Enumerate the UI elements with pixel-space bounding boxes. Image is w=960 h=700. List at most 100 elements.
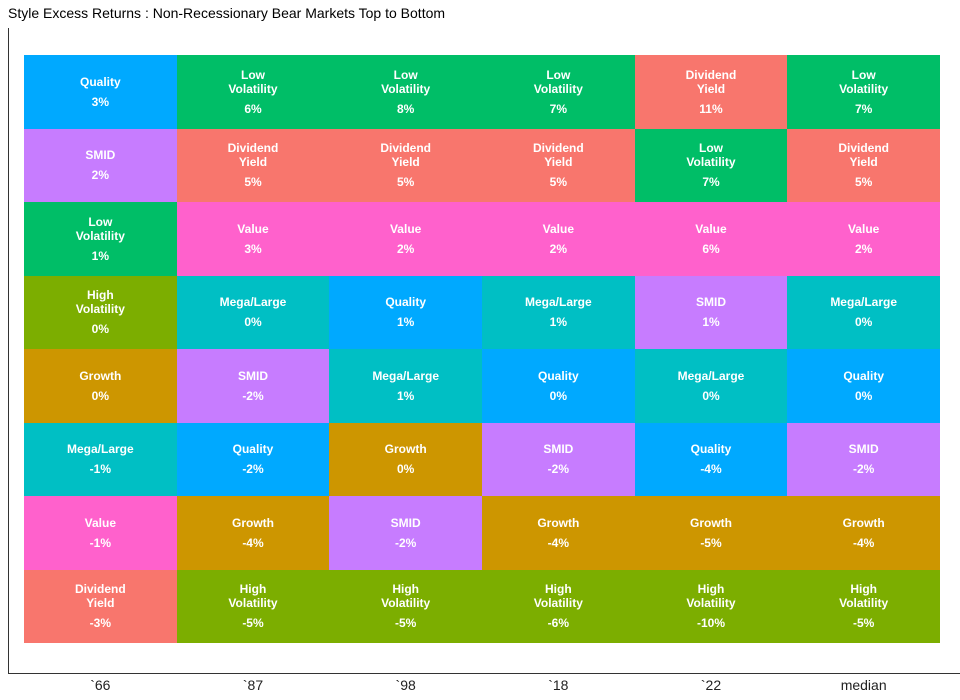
- value-label: -10%: [696, 616, 725, 631]
- value-label: 2%: [396, 241, 415, 256]
- style-label: Quality: [385, 295, 426, 310]
- style-label: Growth: [79, 368, 122, 383]
- tile: Value 2%: [787, 202, 940, 276]
- value-label: -4%: [547, 535, 569, 550]
- tile: Dividend Yield 11%: [634, 55, 788, 129]
- value-label: 1%: [549, 315, 567, 330]
- value-label: -4%: [242, 535, 264, 550]
- style-label: SMID: [237, 368, 268, 383]
- tile: Value 2%: [482, 202, 635, 276]
- tile: Mega/Large 1%: [482, 275, 635, 349]
- style-label: SMID: [695, 295, 726, 310]
- style-label: Value: [84, 515, 116, 530]
- value-label: 5%: [244, 175, 262, 190]
- value-label: -5%: [852, 616, 875, 631]
- tile: Dividend Yield 5%: [176, 128, 330, 202]
- value-label: 0%: [854, 315, 873, 330]
- tile: Quality -2%: [176, 422, 330, 496]
- style-label: High Volatility: [381, 582, 431, 611]
- value-label: -2%: [852, 462, 875, 477]
- value-label: 7%: [549, 101, 567, 116]
- style-label: Mega/Large: [219, 295, 287, 310]
- tile: Growth 0%: [329, 422, 482, 496]
- tile: Mega/Large 1%: [329, 349, 482, 423]
- tile: Growth -4%: [176, 496, 330, 570]
- value-label: 5%: [396, 175, 415, 190]
- value-label: -1%: [89, 462, 111, 477]
- value-label: 11%: [699, 101, 723, 116]
- value-label: -4%: [852, 535, 875, 550]
- tile: High Volatility -5%: [176, 569, 330, 643]
- tile: SMID -2%: [787, 422, 940, 496]
- style-label: Value: [847, 221, 880, 236]
- x-tick-label: `87: [242, 677, 264, 693]
- value-label: 2%: [854, 241, 873, 256]
- style-label: Quality: [79, 74, 121, 89]
- style-label: Growth: [689, 515, 732, 530]
- x-tick-label: `18: [548, 677, 569, 693]
- tile: SMID -2%: [482, 422, 635, 496]
- style-label: Low Volatility: [686, 141, 736, 170]
- style-label: Dividend Yield: [685, 67, 737, 96]
- style-label: High Volatility: [228, 582, 278, 611]
- x-tick-label: `98: [395, 677, 416, 693]
- value-label: 0%: [702, 388, 720, 403]
- value-label: -5%: [700, 535, 722, 550]
- style-label: SMID: [390, 515, 421, 530]
- x-tick-label: `22: [700, 677, 722, 693]
- value-label: -2%: [242, 388, 264, 403]
- value-label: 1%: [396, 388, 415, 403]
- tile: Mega/Large 0%: [634, 349, 788, 423]
- tile: High Volatility -5%: [787, 569, 940, 643]
- y-axis-line: [8, 28, 9, 674]
- style-label: Mega/Large: [830, 295, 897, 310]
- tile: Mega/Large -1%: [24, 422, 177, 496]
- value-label: 0%: [91, 388, 109, 403]
- value-label: 2%: [91, 168, 109, 183]
- value-label: -2%: [242, 462, 264, 477]
- tile: Low Volatility 7%: [482, 55, 635, 129]
- tile: Mega/Large 0%: [176, 275, 330, 349]
- tile: High Volatility -10%: [634, 569, 788, 643]
- style-label: Dividend Yield: [74, 582, 126, 611]
- tile: Mega/Large 0%: [787, 275, 940, 349]
- value-label: 6%: [702, 241, 720, 256]
- tile: SMID 2%: [24, 128, 177, 202]
- value-label: 1%: [396, 315, 415, 330]
- style-label: Value: [542, 221, 574, 236]
- style-label: Quality: [690, 442, 732, 457]
- value-label: 5%: [549, 175, 567, 190]
- tile: Low Volatility 7%: [634, 128, 788, 202]
- tile: High Volatility -5%: [329, 569, 482, 643]
- style-label: Low Volatility: [533, 67, 583, 96]
- style-label: High Volatility: [75, 288, 125, 317]
- tile: Value 2%: [329, 202, 482, 276]
- style-label: High Volatility: [686, 582, 736, 611]
- tile: Low Volatility 6%: [176, 55, 330, 129]
- value-label: 3%: [244, 241, 262, 256]
- style-label: Dividend Yield: [532, 141, 584, 170]
- chart-title: Style Excess Returns : Non-Recessionary …: [8, 5, 446, 21]
- value-label: -2%: [547, 462, 569, 477]
- value-label: 0%: [244, 315, 262, 330]
- tile: Growth -4%: [482, 496, 635, 570]
- tile: Growth -4%: [787, 496, 940, 570]
- tile: Quality 0%: [787, 349, 940, 423]
- tile: SMID 1%: [634, 275, 788, 349]
- style-label: SMID: [848, 442, 879, 457]
- style-label: Mega/Large: [66, 442, 134, 457]
- tile: Growth -5%: [634, 496, 788, 570]
- style-label: Quality: [537, 368, 579, 383]
- tile: Value -1%: [24, 496, 177, 570]
- tile: Dividend Yield 5%: [787, 128, 940, 202]
- tile: High Volatility 0%: [24, 275, 177, 349]
- tile: Growth 0%: [24, 349, 177, 423]
- style-label: Low Volatility: [75, 214, 125, 243]
- value-label: 3%: [91, 94, 109, 109]
- style-label: SMID: [85, 148, 116, 163]
- tile: Low Volatility 8%: [329, 55, 482, 129]
- style-label: Value: [389, 221, 422, 236]
- tile: Dividend Yield 5%: [329, 128, 482, 202]
- style-label: Growth: [842, 515, 885, 530]
